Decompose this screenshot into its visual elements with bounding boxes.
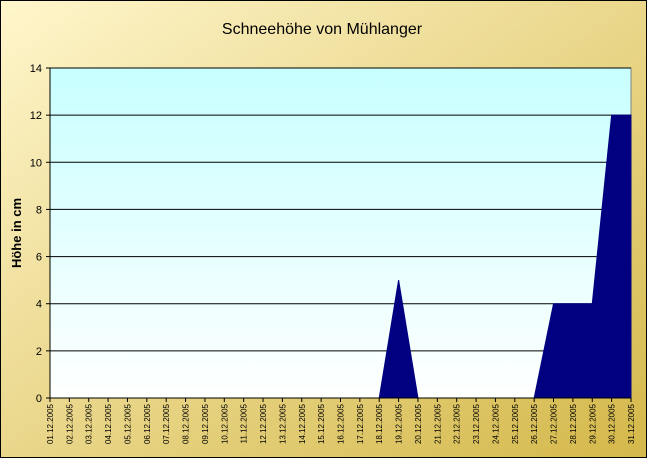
x-tick-label: 31.12.2005 <box>627 403 636 444</box>
chart-title: Schneehöhe von Mühlanger <box>222 21 423 38</box>
x-tick-label: 25.12.2005 <box>511 403 520 444</box>
x-tick-label: 02.12.2005 <box>65 403 74 444</box>
x-tick-label: 09.12.2005 <box>201 403 210 444</box>
x-tick-label: 19.12.2005 <box>395 403 404 444</box>
gridlines <box>50 67 631 352</box>
x-tick-label: 20.12.2005 <box>414 403 423 444</box>
x-tick-label: 14.12.2005 <box>298 403 307 444</box>
y-tick-label: 8 <box>36 204 42 216</box>
x-tick-label: 12.12.2005 <box>259 403 268 444</box>
x-tick-label: 13.12.2005 <box>278 403 287 444</box>
y-axis-label: Höhe in cm <box>9 198 24 268</box>
x-tick-label: 23.12.2005 <box>472 403 481 444</box>
x-tick-label: 16.12.2005 <box>337 403 346 444</box>
x-tick-label: 07.12.2005 <box>162 403 171 444</box>
x-tick-label: 04.12.2005 <box>104 403 113 444</box>
x-tick-label: 26.12.2005 <box>530 403 539 444</box>
x-tick-label: 28.12.2005 <box>569 403 578 444</box>
x-tick-label: 11.12.2005 <box>240 403 249 443</box>
x-tick-label: 15.12.2005 <box>317 403 326 444</box>
x-tick-label: 30.12.2005 <box>608 403 617 444</box>
y-tick-label: 4 <box>36 299 42 311</box>
x-tick-label: 18.12.2005 <box>375 403 384 444</box>
x-tick-label: 10.12.2005 <box>220 403 229 444</box>
y-tick-label: 6 <box>36 252 42 264</box>
y-tick-label: 0 <box>36 393 42 405</box>
plot-area <box>49 67 632 399</box>
x-tick-label: 03.12.2005 <box>85 403 94 444</box>
x-axis-ticks: 01.12.2005 02.12.2005 03.12.2005 04.12.2005… <box>46 398 636 444</box>
x-tick-label: 21.12.2005 <box>433 403 442 444</box>
x-tick-label: 22.12.2005 <box>453 403 462 444</box>
x-tick-label: 24.12.2005 <box>491 403 500 444</box>
x-tick-label: 06.12.2005 <box>143 403 152 444</box>
y-axis-ticks: 0 2 4 6 8 10 12 14 <box>30 63 50 405</box>
x-tick-label: 29.12.2005 <box>588 403 597 444</box>
x-tick-label: 17.12.2005 <box>356 403 365 444</box>
y-tick-label: 2 <box>36 346 42 358</box>
x-tick-label: 05.12.2005 <box>123 403 132 444</box>
x-tick-label: 01.12.2005 <box>46 403 55 444</box>
y-tick-label: 10 <box>30 157 42 169</box>
x-tick-label: 08.12.2005 <box>182 403 191 444</box>
y-tick-label: 12 <box>30 110 42 122</box>
y-tick-label: 14 <box>30 63 42 75</box>
x-tick-label: 27.12.2005 <box>550 403 559 444</box>
